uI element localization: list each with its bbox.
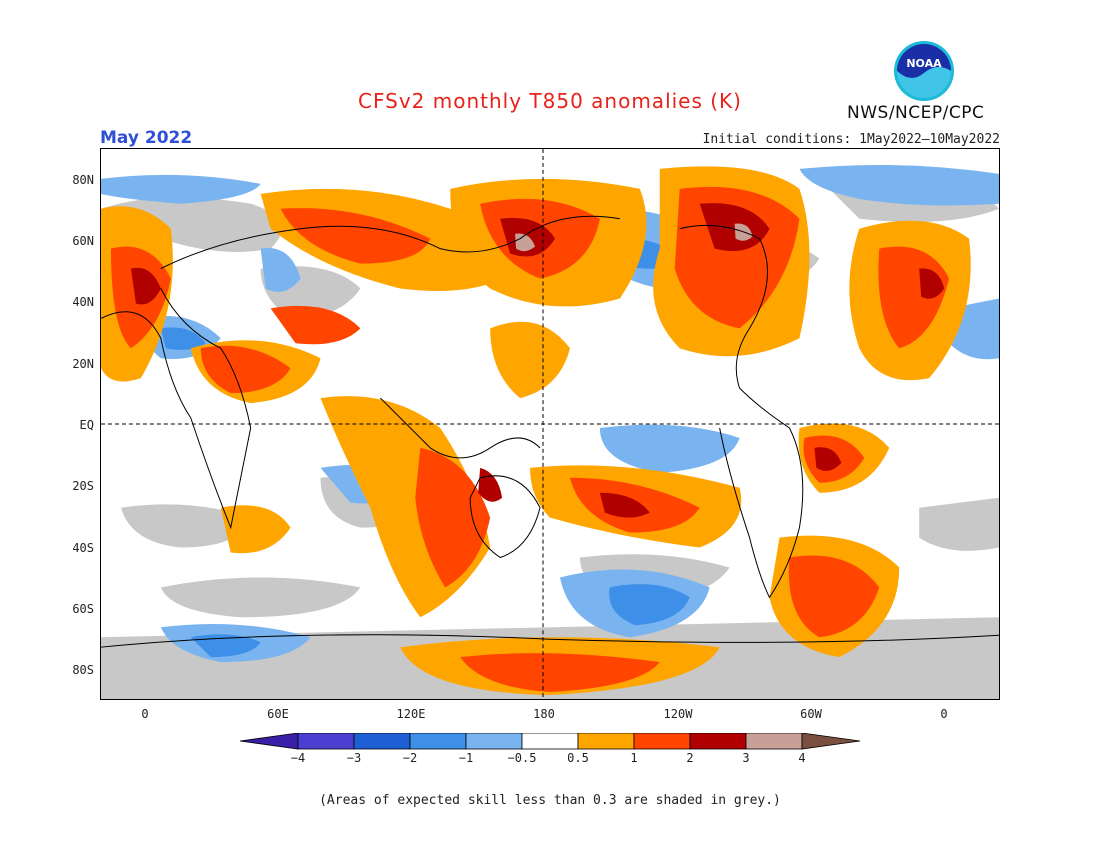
lon-label: 60W — [800, 707, 822, 721]
lat-label: 60N — [72, 234, 94, 248]
noaa-logo-icon: NOAA — [894, 41, 954, 101]
lat-label: 80N — [72, 173, 94, 187]
lon-label: 120W — [663, 707, 693, 721]
colorbar-swatch — [409, 733, 467, 750]
lat-label: 20N — [72, 357, 94, 371]
colorbar — [240, 733, 861, 750]
colorbar-label: −1 — [458, 751, 474, 765]
colorbar-swatch — [297, 733, 355, 750]
lat-label: 80S — [72, 663, 94, 677]
lat-label: 40N — [72, 295, 94, 309]
colorbar-swatch — [689, 733, 747, 750]
colorbar-label: −0.5 — [507, 751, 537, 765]
colorbar-label: −2 — [402, 751, 418, 765]
map-title: CFSv2 monthly T850 anomalies (K) — [358, 89, 742, 113]
colorbar-arrow-high — [801, 733, 861, 750]
lat-label: EQ — [79, 418, 94, 432]
agency-label: NWS/NCEP/CPC — [847, 103, 985, 123]
colorbar-swatch — [521, 733, 579, 750]
anomaly-map — [100, 148, 1000, 700]
colorbar-label: 0.5 — [567, 751, 589, 765]
month-label: May 2022 — [100, 128, 193, 148]
colorbar-label: −4 — [290, 751, 306, 765]
lon-label: 60E — [267, 707, 289, 721]
lat-label: 40S — [72, 541, 94, 555]
lon-label: 180 — [533, 707, 555, 721]
colorbar-swatch — [465, 733, 523, 750]
colorbar-label: −3 — [346, 751, 362, 765]
colorbar-label: 4 — [798, 751, 806, 765]
initial-conditions: Initial conditions: 1May2022—10May2022 — [702, 132, 1000, 147]
colorbar-swatch — [633, 733, 691, 750]
colorbar-label: 3 — [742, 751, 750, 765]
colorbar-swatch — [577, 733, 635, 750]
lon-label: 0 — [940, 707, 948, 721]
skill-note: (Areas of expected skill less than 0.3 a… — [319, 793, 781, 808]
svg-text:NOAA: NOAA — [906, 57, 942, 70]
colorbar-arrow-low — [240, 733, 299, 750]
lon-label: 120E — [396, 707, 426, 721]
lat-label: 60S — [72, 602, 94, 616]
colorbar-swatch — [745, 733, 803, 750]
colorbar-label: 1 — [630, 751, 638, 765]
lat-label: 20S — [72, 479, 94, 493]
lon-label: 0 — [141, 707, 149, 721]
colorbar-label: 2 — [686, 751, 694, 765]
colorbar-swatch — [353, 733, 411, 750]
